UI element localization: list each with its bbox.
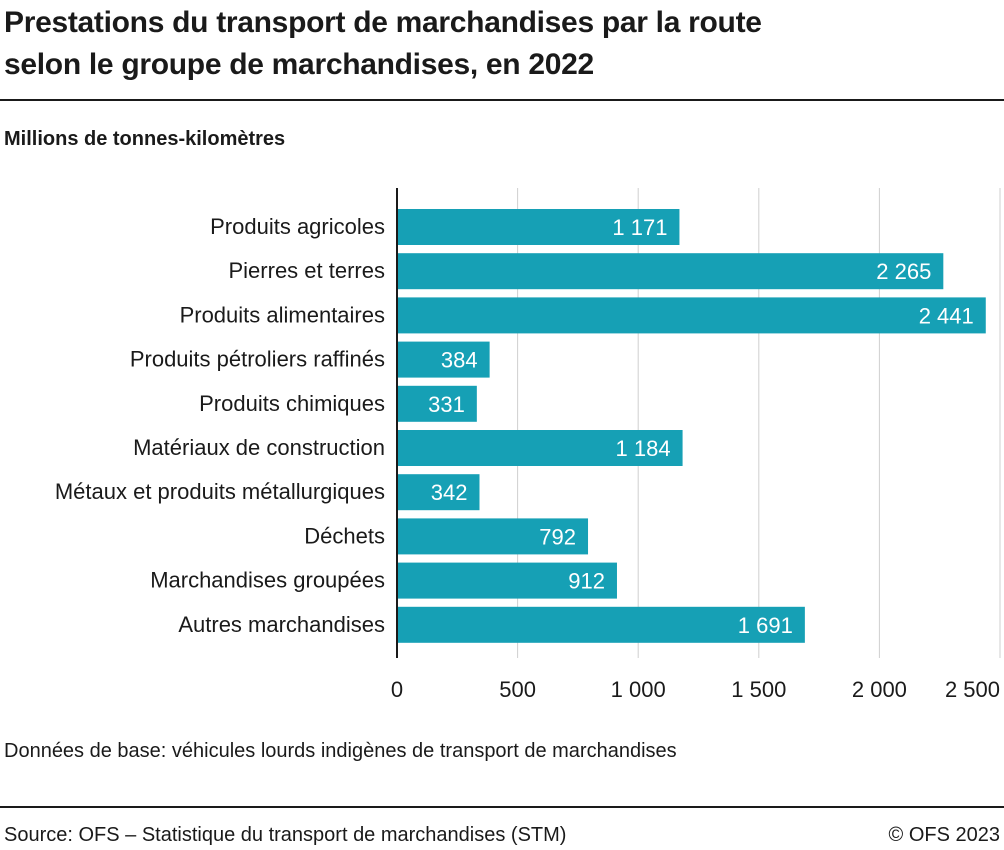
unit-label: Millions de tonnes-kilomètres — [4, 128, 286, 150]
bar — [397, 209, 680, 245]
copyright-text: © OFS 2023 — [888, 824, 1000, 846]
source-text: Source: OFS – Statistique du transport d… — [4, 824, 567, 846]
category-labels: Produits agricoles Pierres et terres Produ… — [55, 214, 385, 637]
category-label: Autres marchandises — [178, 612, 385, 637]
category-label: Produits alimentaires — [180, 302, 385, 327]
value-label: 342 — [431, 480, 468, 505]
category-label: Produits pétroliers raffinés — [130, 347, 385, 372]
base-data-note: Données de base: véhicules lourds indigè… — [4, 740, 677, 762]
x-tick-label: 500 — [499, 677, 536, 702]
bars — [397, 209, 986, 643]
x-tick-label: 1 000 — [611, 677, 666, 702]
bar — [397, 385, 477, 422]
x-tick-label: 2 000 — [852, 677, 907, 702]
category-label: Métaux et produits métallurgiques — [55, 479, 385, 504]
bar-chart: Produits agricoles Pierres et terres Produ… — [55, 188, 1001, 702]
bar — [397, 474, 480, 511]
bar — [397, 341, 490, 378]
x-tick-label: 0 — [391, 677, 403, 702]
chart-title: Prestations du transport de marchandises… — [4, 2, 994, 86]
category-label: Matériaux de construction — [133, 435, 385, 460]
value-label: 912 — [568, 569, 605, 594]
x-tick-label: 1 500 — [731, 677, 786, 702]
value-labels: 1 171 2 265 2 441 384 331 1 184 342 792 912 1 691 — [428, 215, 974, 638]
value-label: 792 — [539, 524, 576, 549]
value-label: 384 — [441, 348, 478, 373]
footer-divider — [0, 806, 1004, 808]
x-tick-labels: 0 500 1 000 1 500 2 000 2 500 — [391, 677, 1000, 702]
x-tick-label: 2 500 — [945, 677, 1000, 702]
value-label: 1 691 — [738, 613, 793, 638]
chart-title-line-2: selon le groupe de marchandises, en 2022 — [4, 48, 594, 81]
bar — [397, 253, 944, 290]
bar — [397, 562, 617, 599]
bar — [397, 518, 589, 555]
bar — [397, 606, 805, 643]
category-label: Produits chimiques — [199, 391, 385, 416]
value-label: 2 441 — [919, 303, 974, 328]
category-label: Pierres et terres — [229, 258, 386, 283]
value-label: 2 265 — [876, 259, 931, 284]
bar — [397, 297, 986, 334]
bar — [397, 430, 683, 466]
value-label: 1 184 — [616, 436, 671, 461]
chart-title-line-1: Prestations du transport de marchandises… — [4, 6, 762, 39]
value-label: 331 — [428, 392, 465, 417]
value-label: 1 171 — [612, 215, 667, 240]
category-label: Produits agricoles — [210, 214, 385, 239]
title-divider — [0, 99, 1004, 101]
category-label: Déchets — [304, 523, 385, 548]
category-label: Marchandises groupées — [150, 568, 385, 593]
